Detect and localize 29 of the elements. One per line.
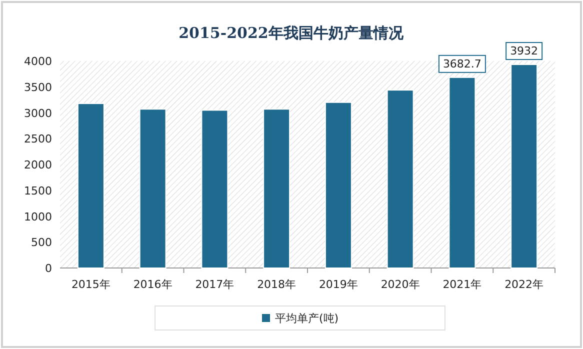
x-tick-label: 2019年 — [318, 278, 358, 291]
data-label: 3682.7 — [442, 57, 482, 70]
x-tick-label: 2015年 — [71, 278, 110, 291]
x-tick-label: 2022年 — [504, 278, 544, 291]
bar — [139, 108, 166, 268]
bar — [77, 103, 104, 268]
y-tick-label: 2500 — [24, 132, 52, 146]
y-tick-label: 0 — [45, 262, 52, 275]
bar — [324, 102, 352, 268]
data-label: 3932 — [510, 44, 538, 58]
bar — [448, 76, 476, 268]
bar — [510, 64, 538, 268]
x-tick-label: 2018年 — [257, 278, 296, 291]
y-tick-label: 4000 — [24, 55, 52, 68]
legend-label: 平均单产(吨) — [275, 312, 339, 325]
bar — [386, 90, 414, 268]
y-tick-label: 1500 — [24, 184, 52, 198]
x-tick-label: 2021年 — [442, 278, 482, 291]
y-tick-label: 3500 — [24, 80, 52, 94]
x-tick-label: 2016年 — [133, 278, 172, 291]
y-tick-label: 2000 — [24, 158, 52, 172]
bar — [201, 110, 228, 268]
x-tick-label: 2017年 — [195, 278, 234, 291]
chart-title: 2015-2022年我国牛奶产量情况 — [178, 24, 404, 42]
y-tick-label: 500 — [31, 236, 52, 250]
y-tick-label: 1000 — [24, 210, 52, 224]
x-tick-label: 2020年 — [380, 278, 420, 291]
bar — [263, 108, 290, 268]
y-tick-label: 3000 — [24, 106, 52, 120]
